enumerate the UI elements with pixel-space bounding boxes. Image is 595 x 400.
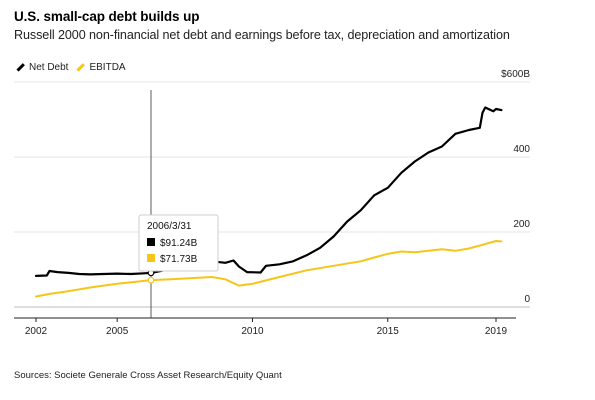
y-tick-label-0: 0 (524, 294, 530, 305)
chart-source: Sources: Societe Generale Cross Asset Re… (14, 370, 282, 381)
x-tick-label-2015: 2015 (377, 326, 400, 337)
series-line-net-debt (34, 106, 503, 277)
legend-label-net-debt: Net Debt (29, 62, 69, 73)
legend-label-ebitda: EBITDA (89, 62, 126, 73)
tooltip-value-1: $71.73B (160, 254, 198, 265)
tooltip-value-0: $91.24B (160, 238, 198, 249)
legend-item-net-debt[interactable]: Net Debt (16, 62, 68, 73)
x-tick-label-2010: 2010 (241, 326, 264, 337)
tooltip-swatch-0 (147, 238, 155, 246)
series-line-ebitda (35, 240, 503, 298)
tooltip-date: 2006/3/31 (147, 221, 192, 232)
y-tick-label-400: 400 (513, 144, 530, 155)
y-tick-label-200: 200 (513, 219, 530, 230)
hover-marker-ebitda (147, 276, 155, 284)
y-tick-label-600: $600B (501, 69, 530, 80)
x-tick-label-2019: 2019 (485, 326, 508, 337)
chart-legend: Net Debt EBITDA (16, 62, 134, 73)
x-tick-label-2002: 2002 (25, 326, 48, 337)
chart-title: U.S. small-cap debt builds up (14, 9, 200, 24)
hover-tooltip (138, 214, 219, 272)
x-tick-label-2005: 2005 (106, 326, 129, 337)
chart-subtitle: Russell 2000 non-financial net debt and … (14, 28, 510, 42)
tooltip-swatch-1 (147, 254, 155, 262)
legend-item-ebitda[interactable]: EBITDA (76, 62, 126, 73)
